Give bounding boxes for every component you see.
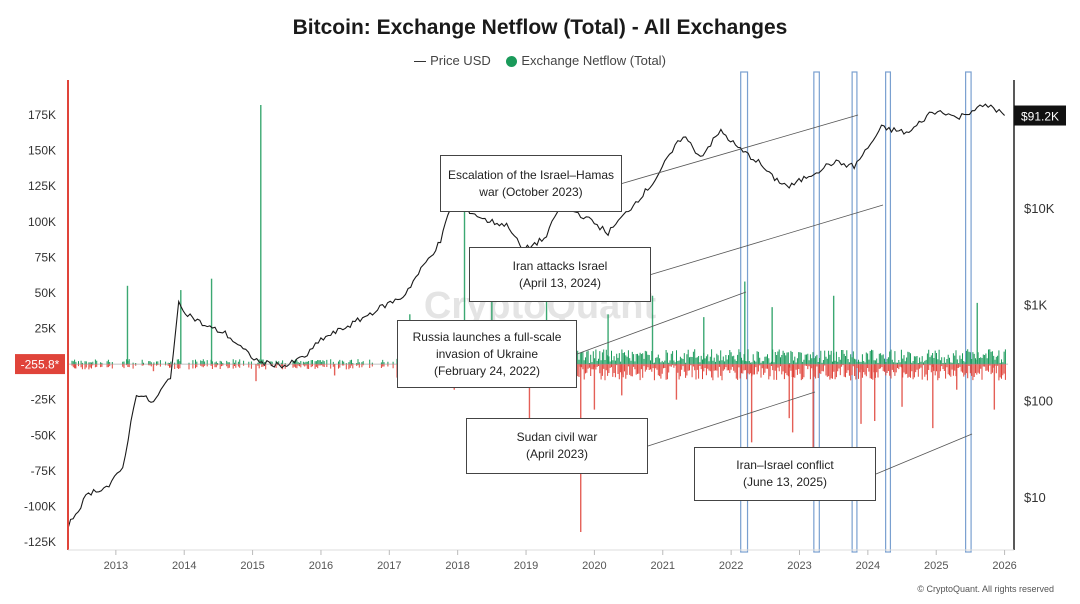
left-current-value-label: -255.8* — [21, 358, 60, 372]
right-current-price-marker — [1014, 105, 1066, 126]
x-axis-tick-label: 2026 — [992, 560, 1016, 572]
annotation-text: invasion of Ukraine — [435, 346, 539, 361]
annotation-box: Escalation of the Israel–Hamas war (Octob… — [440, 155, 622, 212]
annotation-text: (April 13, 2024) — [518, 275, 602, 290]
left-current-value-marker — [15, 354, 65, 375]
right-current-price-label: $91.2K — [1021, 110, 1059, 124]
legend-item-price[interactable]: Price USD — [414, 53, 491, 68]
annotation-leader-line — [576, 291, 747, 355]
highlight-band-2 — [851, 71, 858, 553]
left-axis-tick-label: -125K — [24, 535, 56, 549]
left-axis-tick-label: 75K — [35, 250, 56, 264]
netflow-dot-swatch — [506, 56, 518, 68]
highlight-band-0 — [740, 71, 749, 553]
left-axis-tick-label: 150K — [28, 144, 56, 158]
left-axis-tick-label: -50K — [31, 428, 56, 442]
left-axis-tick-label: 125K — [28, 179, 56, 193]
annotation-box: Sudan civil war (April 2023) — [466, 418, 648, 474]
price-line-swatch — [414, 61, 427, 63]
annotation-text: war (October 2023) — [479, 184, 583, 199]
x-axis-tick-label: 2014 — [172, 560, 196, 572]
left-axis-tick-label: 25K — [35, 322, 56, 336]
left-axis-tick-label: -75K — [31, 464, 56, 478]
annotation-text: Iran–Israel conflict — [736, 458, 834, 472]
legend-item-netflow[interactable]: Exchange Netflow (Total) — [506, 53, 666, 68]
annotation-leader-line — [650, 204, 884, 275]
x-axis-tick-label: 2025 — [924, 560, 948, 572]
right-axis-tick-label: $10 — [1024, 490, 1046, 505]
x-axis-tick-label: 2013 — [104, 560, 128, 572]
annotation-leader-line — [621, 114, 859, 184]
annotation-box: Iran attacks Israel (April 13, 2024) — [469, 247, 651, 302]
highlight-band-1 — [813, 71, 820, 553]
x-axis-tick-label: 2018 — [445, 560, 469, 572]
highlight-band-4 — [965, 71, 972, 553]
annotation-text: Sudan civil war — [516, 430, 598, 444]
x-axis-tick-label: 2020 — [582, 560, 606, 572]
x-axis-tick-label: 2017 — [377, 560, 401, 572]
x-axis-tick-label: 2022 — [719, 560, 743, 572]
chart-title: Bitcoin: Exchange Netflow (Total) - All … — [292, 16, 788, 39]
price-line — [67, 103, 1005, 529]
annotation-leader-line — [647, 391, 816, 447]
annotation-text: (April 2023) — [525, 447, 589, 461]
x-axis-tick-label: 2023 — [787, 560, 811, 572]
left-axis-tick-label: 175K — [28, 108, 56, 122]
right-axis-tick-label: $10K — [1024, 201, 1055, 216]
annotation-text: Iran attacks Israel — [512, 258, 608, 273]
right-axis-tick-label: $100 — [1024, 394, 1053, 409]
left-axis-tick-label: -100K — [24, 499, 56, 513]
x-axis-tick-label: 2015 — [240, 560, 264, 572]
annotation-text: Escalation of the Israel–Hamas — [447, 167, 615, 182]
legend-label-price: Price USD — [430, 53, 491, 69]
left-axis-tick-label: -25K — [31, 393, 56, 407]
x-axis-tick-label: 2019 — [514, 560, 538, 572]
x-axis-tick-label: 2021 — [651, 560, 675, 572]
annotation-text: Russia launches a full-scale — [412, 329, 562, 344]
right-axis-tick-label: $1K — [1024, 297, 1047, 312]
legend-label-netflow: Exchange Netflow (Total) — [521, 53, 666, 69]
left-axis-tick-label: 100K — [28, 215, 56, 229]
legend: Price USD Exchange Netflow (Total) — [0, 52, 1080, 68]
copyright: © CryptoQuant. All rights reserved — [917, 584, 1054, 594]
x-axis-tick-label: 2016 — [309, 560, 333, 572]
x-axis-tick-label: 2024 — [856, 560, 880, 572]
left-axis-tick-label: 50K — [35, 286, 56, 300]
annotation-text: (June 13, 2025) — [742, 475, 828, 489]
highlight-band-3 — [885, 71, 892, 553]
annotation-box: Russia launches a full-scale invasion of … — [397, 320, 577, 388]
annotation-leader-line — [875, 433, 973, 475]
annotation-text: (February 24, 2022) — [433, 363, 541, 378]
annotation-box: Iran–Israel conflict (June 13, 2025) — [694, 447, 876, 501]
